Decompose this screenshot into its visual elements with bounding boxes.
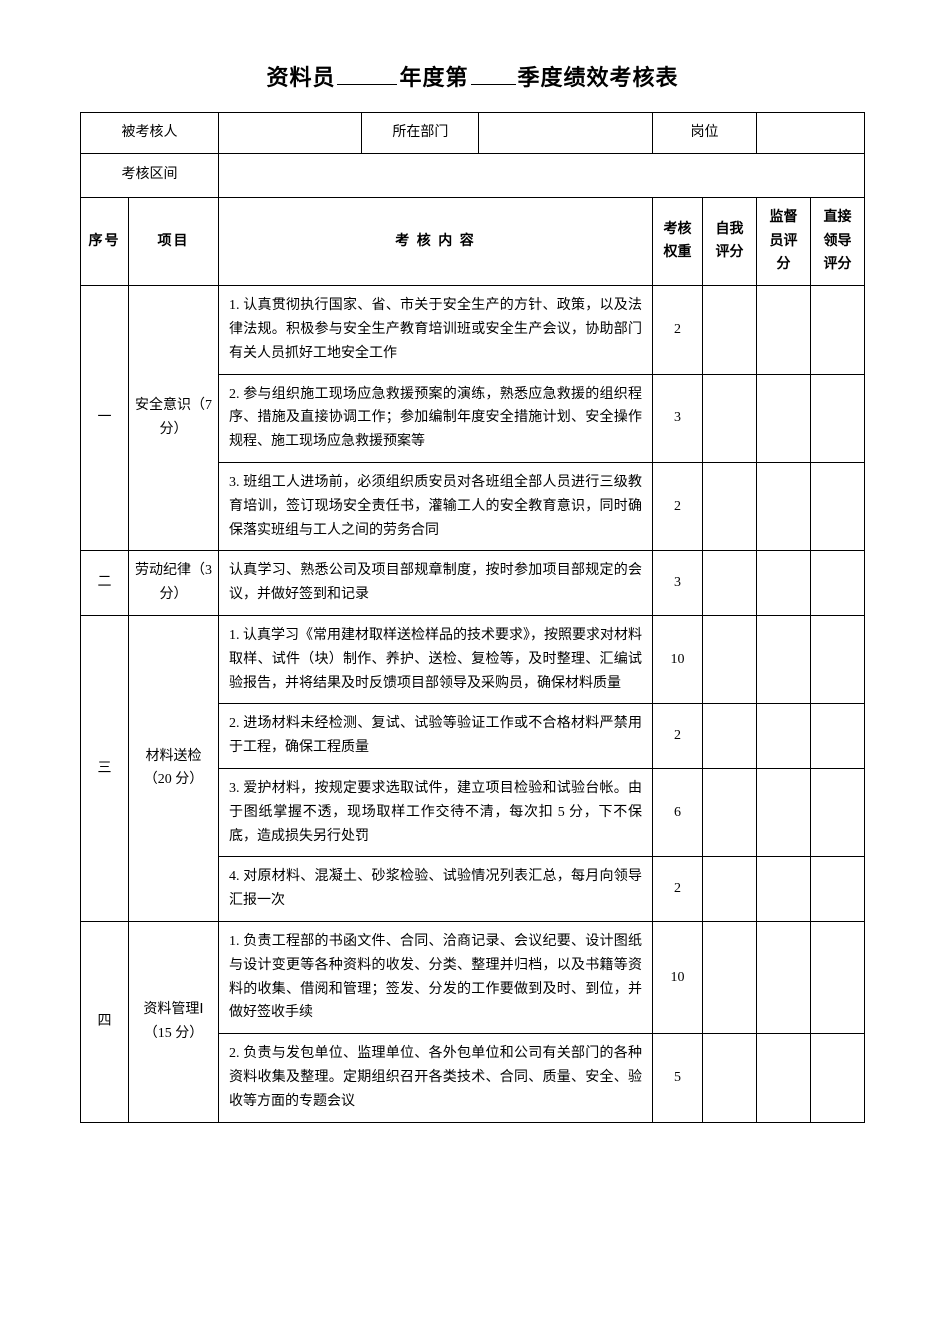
weight-3-1: 10	[653, 615, 703, 703]
label-period: 考核区间	[81, 153, 219, 197]
seq-4: 四	[81, 921, 129, 1122]
label-position: 岗位	[653, 113, 757, 154]
header-self: 自我评分	[703, 197, 757, 285]
table-row: 三 材料送检（20 分） 1. 认真学习《常用建材取样送检样品的技术要求》，按照…	[81, 615, 865, 703]
item-2: 劳动纪律（3 分）	[129, 551, 219, 616]
title-prefix: 资料员	[266, 65, 335, 90]
value-name: 所在部门	[219, 113, 653, 154]
sup-3-3	[757, 768, 811, 856]
sup-3-2	[757, 704, 811, 769]
lead-3-1	[811, 615, 865, 703]
content-2-1: 认真学习、熟悉公司及项目部规章制度，按时参加项目部规定的会议，并做好签到和记录	[219, 551, 653, 616]
label-name: 被考核人	[81, 113, 219, 154]
title-blank-year	[337, 63, 397, 85]
weight-3-3: 6	[653, 768, 703, 856]
sup-2-1	[757, 551, 811, 616]
content-1-1: 1. 认真贯彻执行国家、省、市关于安全生产的方针、政策，以及法律法规。积极参与安…	[219, 286, 653, 374]
weight-4-1: 10	[653, 921, 703, 1033]
self-1-2	[703, 374, 757, 462]
info-row-1: 被考核人 所在部门 岗位	[81, 113, 865, 154]
header-content: 考 核 内 容	[219, 197, 653, 285]
table-row: 二 劳动纪律（3 分） 认真学习、熟悉公司及项目部规章制度，按时参加项目部规定的…	[81, 551, 865, 616]
value-position	[757, 113, 865, 154]
sup-1-3	[757, 462, 811, 550]
item-3: 材料送检（20 分）	[129, 615, 219, 921]
weight-3-4: 2	[653, 857, 703, 922]
table-row: 一 安全意识（7 分） 1. 认真贯彻执行国家、省、市关于安全生产的方针、政策，…	[81, 286, 865, 374]
title-blank-quarter	[471, 63, 516, 85]
item-4: 资料管理Ⅰ（15 分）	[129, 921, 219, 1122]
assessment-table: 被考核人 所在部门 岗位 考核区间 序号 项目 考 核 内 容 考核权重 自我评…	[80, 112, 865, 1123]
header-seq: 序号	[81, 197, 129, 285]
lead-3-3	[811, 768, 865, 856]
sup-4-2	[757, 1034, 811, 1122]
weight-1-2: 3	[653, 374, 703, 462]
weight-1-3: 2	[653, 462, 703, 550]
content-4-2: 2. 负责与发包单位、监理单位、各外包单位和公司有关部门的各种资料收集及整理。定…	[219, 1034, 653, 1122]
self-4-1	[703, 921, 757, 1033]
sup-4-1	[757, 921, 811, 1033]
self-3-1	[703, 615, 757, 703]
value-period	[219, 153, 865, 197]
title-mid2: 季度绩效考核表	[518, 65, 679, 90]
header-weight: 考核权重	[653, 197, 703, 285]
info-row-2: 考核区间	[81, 153, 865, 197]
self-3-4	[703, 857, 757, 922]
header-leader: 直接领导评分	[811, 197, 865, 285]
weight-4-2: 5	[653, 1034, 703, 1122]
header-row: 序号 项目 考 核 内 容 考核权重 自我评分 监督员评分 直接领导评分	[81, 197, 865, 285]
content-3-3: 3. 爱护材料，按规定要求选取试件，建立项目检验和试验台帐。由于图纸掌握不透，现…	[219, 768, 653, 856]
weight-1-1: 2	[653, 286, 703, 374]
self-3-3	[703, 768, 757, 856]
sup-1-1	[757, 286, 811, 374]
sup-3-1	[757, 615, 811, 703]
sup-3-4	[757, 857, 811, 922]
page-title: 资料员 年度第 季度绩效考核表	[80, 60, 865, 92]
lead-1-2	[811, 374, 865, 462]
lead-3-2	[811, 704, 865, 769]
title-mid1: 年度第	[399, 65, 468, 90]
item-1: 安全意识（7 分）	[129, 286, 219, 551]
content-1-3: 3. 班组工人进场前，必须组织质安员对各班组全部人员进行三级教育培训，签订现场安…	[219, 462, 653, 550]
label-dept: 所在部门	[362, 113, 479, 153]
weight-2-1: 3	[653, 551, 703, 616]
weight-3-2: 2	[653, 704, 703, 769]
header-supervisor: 监督员评分	[757, 197, 811, 285]
lead-4-2	[811, 1034, 865, 1122]
seq-3: 三	[81, 615, 129, 921]
seq-2: 二	[81, 551, 129, 616]
lead-2-1	[811, 551, 865, 616]
content-3-2: 2. 进场材料未经检测、复试、试验等验证工作或不合格材料严禁用于工程，确保工程质…	[219, 704, 653, 769]
self-2-1	[703, 551, 757, 616]
self-1-3	[703, 462, 757, 550]
lead-4-1	[811, 921, 865, 1033]
sup-1-2	[757, 374, 811, 462]
table-row: 四 资料管理Ⅰ（15 分） 1. 负责工程部的书函文件、合同、洽商记录、会议纪要…	[81, 921, 865, 1033]
self-4-2	[703, 1034, 757, 1122]
value-name-cell	[219, 113, 362, 153]
self-1-1	[703, 286, 757, 374]
header-item: 项目	[129, 197, 219, 285]
self-3-2	[703, 704, 757, 769]
lead-1-1	[811, 286, 865, 374]
content-1-2: 2. 参与组织施工现场应急救援预案的演练，熟悉应急救援的组织程序、措施及直接协调…	[219, 374, 653, 462]
content-4-1: 1. 负责工程部的书函文件、合同、洽商记录、会议纪要、设计图纸与设计变更等各种资…	[219, 921, 653, 1033]
content-3-4: 4. 对原材料、混凝土、砂浆检验、试验情况列表汇总，每月向领导汇报一次	[219, 857, 653, 922]
value-dept-cell	[479, 113, 652, 153]
lead-1-3	[811, 462, 865, 550]
lead-3-4	[811, 857, 865, 922]
seq-1: 一	[81, 286, 129, 551]
content-3-1: 1. 认真学习《常用建材取样送检样品的技术要求》，按照要求对材料取样、试件（块）…	[219, 615, 653, 703]
